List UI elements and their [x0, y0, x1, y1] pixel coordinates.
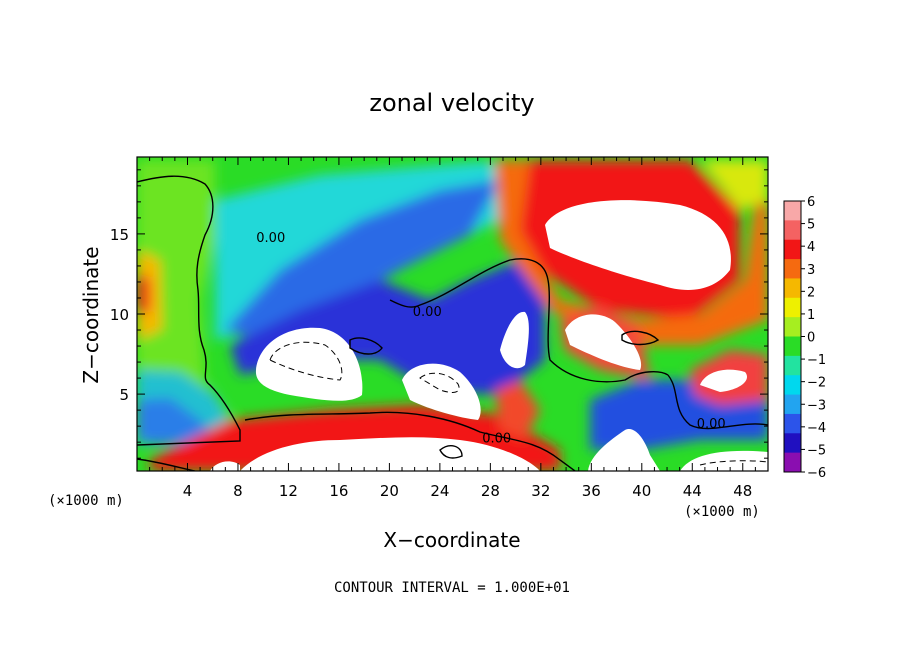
colorbar-swatch [784, 375, 801, 396]
white-region-lobe-22-6 [402, 363, 481, 420]
white-region-right-mid [565, 314, 642, 370]
colorbar-label: 1 [807, 308, 815, 323]
x-axis-label: X−coordinate [383, 528, 520, 552]
zero-contour-right [667, 374, 768, 430]
x-unit-label: (×1000 m) [684, 504, 760, 520]
x-axis: 4 8 12 16 20 24 28 32 36 40 44 48 [149, 157, 756, 500]
colorbar-swatch [784, 433, 801, 454]
white-region-bottom-left [210, 461, 240, 471]
contour-label: 0.00 [482, 431, 511, 446]
white-region-bottom-right [588, 429, 660, 471]
x-tick-label: 4 [183, 482, 193, 500]
region-yellow-right-edge [700, 160, 768, 210]
region-dark-blue-band [230, 260, 545, 395]
colorbar-swatch [784, 297, 801, 318]
y-tick-label: 5 [119, 386, 129, 404]
x-tick-label: 40 [632, 482, 651, 500]
zero-contours [137, 175, 768, 471]
colorbar-label: 0 [807, 331, 815, 346]
white-region-upper-right [545, 200, 731, 290]
colorbar-swatch [784, 452, 801, 473]
colorbar-label: −5 [807, 443, 826, 458]
white-region-spike-30 [500, 311, 529, 369]
colorbar-swatch [784, 278, 801, 299]
y-axis-label: Z−coordinate [79, 246, 103, 383]
region-red-left-edge [137, 272, 150, 315]
x-tick-label: 48 [733, 482, 752, 500]
colorbar-swatch [784, 394, 801, 415]
zero-contour-bottom-center [439, 445, 463, 459]
x-tick-label: 16 [329, 482, 348, 500]
y-tick-label: 15 [110, 226, 129, 244]
x-tick-label: 44 [683, 482, 702, 500]
colorbar-label: 2 [807, 285, 815, 300]
region-red-mid-lobe [495, 380, 540, 440]
white-region-bottom-center [240, 437, 540, 471]
colorbar-label: −2 [807, 376, 826, 391]
x-tick-label: 12 [279, 482, 298, 500]
chart-title: zonal velocity [369, 89, 534, 117]
dashed-contour-lobe-center [419, 372, 460, 393]
zero-contour-left [137, 175, 241, 446]
velocity-field [137, 157, 768, 471]
region-orange-upper-right [495, 160, 768, 345]
contour-labels: 0.00 0.00 0.00 0.00 [256, 231, 725, 446]
region-green-yellow-left [137, 160, 240, 440]
zero-contour-bottom-left [137, 458, 196, 471]
colorbar-swatch [784, 413, 801, 434]
contour-label: 0.00 [256, 231, 285, 246]
y-tick-label: 10 [110, 306, 129, 324]
colorbar-label: 6 [807, 195, 815, 210]
negative-contours [269, 341, 768, 466]
colorbar-label: −4 [807, 421, 826, 436]
colorbar-swatch [784, 239, 801, 260]
colorbar-swatch [784, 355, 801, 376]
x-tick-label: 20 [380, 482, 399, 500]
dashed-contour-bottom-right [699, 460, 768, 466]
colorbar-label: −1 [807, 353, 826, 368]
region-blue-lower-left [137, 398, 220, 445]
x-tick-label: 32 [531, 482, 550, 500]
zero-contour-mid [389, 258, 669, 383]
colorbar-label: −6 [807, 466, 826, 481]
x-tick-label: 36 [582, 482, 601, 500]
colorbar-swatch [784, 317, 801, 337]
colorbar: 6 5 4 3 2 1 0 −1 −2 −3 −4 −5 −6 [783, 195, 826, 481]
colorbar-swatch [784, 259, 801, 279]
contour-label: 0.00 [697, 417, 726, 432]
colorbar-swatch [784, 201, 801, 221]
region-blue-diagonal-band [225, 180, 500, 340]
z-unit-label: (×1000 m) [48, 493, 124, 509]
x-tick-label: 24 [430, 482, 449, 500]
colorbar-swatch [784, 336, 801, 357]
zero-contour-small-loop-2 [621, 330, 660, 346]
colorbar-label: 4 [807, 240, 815, 255]
contour-interval-note: CONTOUR INTERVAL = 1.000E+01 [334, 580, 570, 596]
colorbar-label: 3 [807, 263, 815, 278]
colorbar-label: 5 [807, 218, 815, 233]
colorbar-label: −3 [807, 398, 826, 413]
y-axis: 5 10 15 [110, 169, 768, 459]
colorbar-swatch [784, 220, 801, 241]
contour-label: 0.00 [413, 305, 442, 320]
x-tick-label: 8 [233, 482, 243, 500]
x-tick-label: 28 [481, 482, 500, 500]
white-region-lobe-10-8 [255, 327, 363, 401]
dashed-contour-lobe-left [269, 341, 343, 381]
zero-contour-lower-band [244, 411, 576, 471]
zero-contour-small-loop-1 [349, 337, 383, 355]
white-region-right-small [700, 369, 748, 392]
